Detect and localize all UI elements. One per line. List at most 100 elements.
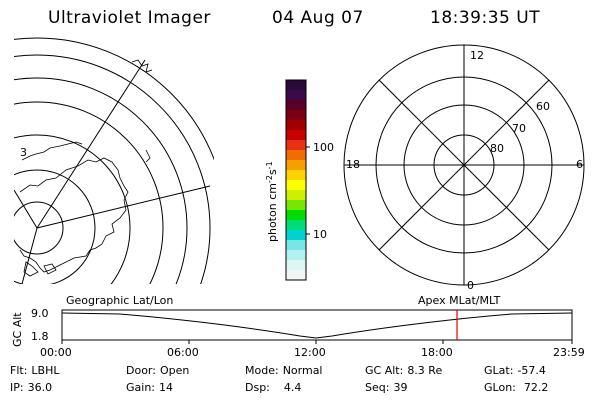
info-door-value: Open	[159, 364, 190, 377]
color-scale-unit-label: photon cm-2s-1	[265, 161, 279, 242]
color-scale-segment	[286, 100, 306, 111]
info-ip-value: 36.0	[27, 381, 53, 394]
geo-lat-circle	[14, 77, 188, 284]
unit-base: photon cm	[266, 183, 279, 242]
timeline-right-title: Apex MLat/MLT	[418, 294, 501, 307]
info-glon-value: 72.2	[523, 381, 549, 394]
info-glat: GLat: -57.4	[484, 364, 546, 377]
color-scale-segment	[286, 200, 306, 211]
timeline-y-axis-label: GC Alt	[11, 312, 24, 347]
altitude-curve	[61, 312, 573, 339]
info-mode-value: Normal	[282, 364, 323, 377]
timeline-x-tick-1: 06:00	[167, 346, 199, 359]
coastline	[23, 261, 39, 277]
color-scale-segment	[286, 80, 306, 91]
coastline	[131, 59, 153, 73]
observation-date: 04 Aug 07	[272, 8, 364, 28]
mlt-diagonal	[378, 79, 550, 251]
geo-lat-circle	[14, 37, 214, 161]
color-scale-segment	[286, 230, 306, 241]
info-door: Door: Open	[126, 364, 189, 377]
mlt-label-12: 12	[470, 49, 484, 62]
color-scale-segment	[286, 130, 306, 141]
color-scale-segment	[286, 150, 306, 161]
unit-mid: s	[266, 169, 279, 175]
info-gain: Gain: 14	[126, 381, 173, 394]
color-scale-frame	[285, 79, 307, 281]
info-ip-label: IP:	[10, 381, 24, 394]
color-scale-tick-100: 100	[313, 141, 334, 154]
color-scale-segment	[286, 110, 306, 121]
color-scale-segment	[286, 120, 306, 131]
geo-lat-circle	[14, 169, 96, 284]
info-glat-label: GLat:	[484, 364, 514, 377]
info-flt-label: Flt:	[10, 364, 28, 377]
geo-lat-circle	[14, 201, 64, 255]
color-scale-bar	[286, 80, 306, 281]
info-mode-label: Mode:	[245, 364, 279, 377]
mlat-label-80: 80	[490, 142, 504, 155]
mlat-label-70: 70	[512, 122, 526, 135]
color-scale-segment	[286, 140, 306, 151]
observation-time: 18:39:35 UT	[430, 8, 541, 28]
timeline-x-tick-2: 12:00	[294, 346, 326, 359]
info-door-label: Door:	[126, 364, 156, 377]
geo-lat-circle	[14, 134, 131, 284]
geo-meridian	[36, 59, 146, 229]
coastline	[19, 157, 129, 273]
info-dsp: Dsp: 4.4	[245, 381, 301, 394]
timeline-frame	[61, 309, 573, 341]
magnetic-polar-panel	[343, 44, 585, 286]
color-scale-segment	[286, 190, 306, 201]
instrument-title: Ultraviolet Imager	[48, 8, 211, 28]
info-gain-value: 14	[159, 381, 173, 394]
color-scale-segment	[286, 270, 306, 281]
geo-meridian	[36, 185, 211, 229]
info-seq: Seq: 39	[365, 381, 407, 394]
color-scale-segment	[286, 250, 306, 261]
geo-lat-circle	[14, 101, 164, 284]
info-seq-label: Seq:	[365, 381, 390, 394]
color-scale-segment	[286, 260, 306, 271]
timeline-x-tick-4: 23:59	[553, 346, 585, 359]
color-scale-segment	[286, 240, 306, 251]
info-gcalt: GC Alt: 8.3 Re	[365, 364, 442, 377]
info-glon-label: GLon:	[484, 381, 516, 394]
color-scale-segment	[286, 90, 306, 101]
color-scale-segment	[286, 180, 306, 191]
info-flt: Flt: LBHL	[10, 364, 59, 377]
mlt-label-18: 18	[346, 158, 360, 171]
timeline-x-tick-3: 18:00	[421, 346, 453, 359]
timeline-x-tick-0: 00:00	[40, 346, 72, 359]
color-scale-segment	[286, 210, 306, 221]
mlt-label-6: 6	[576, 158, 583, 171]
coast-label: 3	[20, 146, 27, 159]
color-scale-segment	[286, 170, 306, 181]
info-gcalt-label: GC Alt:	[365, 364, 404, 377]
info-glon: GLon: 72.2	[484, 381, 548, 394]
timeline-y-min: 1.8	[31, 330, 49, 343]
mlat-label-60: 60	[536, 100, 550, 113]
info-gcalt-value: 8.3 Re	[407, 364, 443, 377]
geo-lat-circle	[14, 54, 211, 284]
unit-exp1: -2	[265, 175, 274, 183]
info-mode: Mode: Normal	[245, 364, 323, 377]
info-flt-value: LBHL	[31, 364, 60, 377]
mlt-label-0: 0	[467, 279, 474, 292]
timeline-y-max: 9.0	[31, 307, 49, 320]
info-dsp-label: Dsp:	[245, 381, 270, 394]
info-gain-label: Gain:	[126, 381, 155, 394]
timeline-left-title: Geographic Lat/Lon	[66, 294, 173, 307]
info-glat-value: -57.4	[517, 364, 546, 377]
color-scale-tick-10: 10	[313, 228, 327, 241]
geographic-grid-panel: 3	[14, 37, 214, 284]
unit-exp2: -1	[265, 161, 274, 169]
info-ip: IP: 36.0	[10, 381, 52, 394]
info-dsp-value: 4.4	[283, 381, 302, 394]
geo-meridian	[21, 227, 38, 284]
geo-meridian	[14, 189, 38, 229]
coastline	[21, 141, 83, 161]
info-seq-value: 39	[393, 381, 408, 394]
color-scale-segment	[286, 220, 306, 231]
